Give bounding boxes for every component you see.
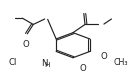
Text: O: O xyxy=(80,64,87,73)
Text: H: H xyxy=(45,62,50,68)
Text: O: O xyxy=(100,52,107,61)
Text: O: O xyxy=(22,40,29,49)
Text: Cl: Cl xyxy=(8,58,16,67)
Text: N: N xyxy=(41,59,48,68)
Text: CH₃: CH₃ xyxy=(114,58,128,67)
